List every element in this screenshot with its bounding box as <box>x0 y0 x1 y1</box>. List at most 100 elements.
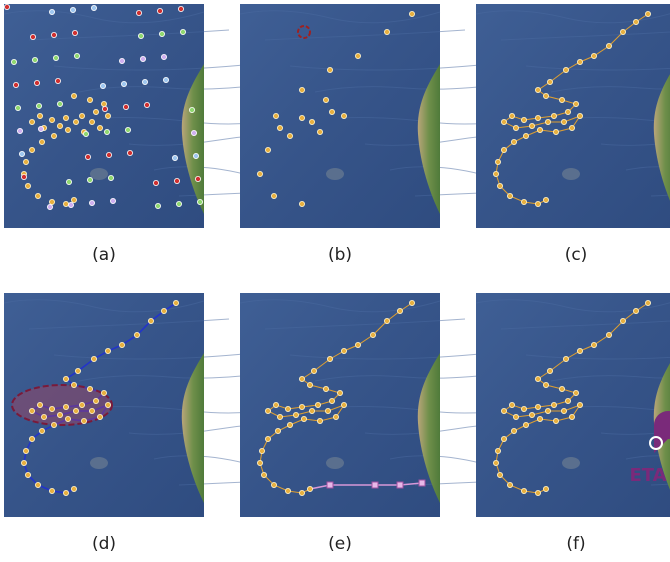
vessel-point <box>529 412 534 417</box>
vessel-point <box>172 155 177 160</box>
vessel-point <box>81 418 86 423</box>
vessel-point <box>174 178 179 183</box>
vessel-point <box>49 406 54 411</box>
vessel-point <box>159 31 164 36</box>
map-background <box>240 4 440 228</box>
vessel-point <box>257 171 262 176</box>
panel: ETA <box>476 293 670 517</box>
vessel-point <box>93 398 98 403</box>
vessel-point <box>106 152 111 157</box>
vessel-point <box>551 402 556 407</box>
vessel-point <box>34 80 39 85</box>
vessel-point <box>101 101 106 106</box>
vessel-point <box>89 200 94 205</box>
vessel-point <box>509 113 514 118</box>
panel-label: (c) <box>565 245 588 265</box>
vessel-point <box>57 123 62 128</box>
vessel-point <box>4 4 9 9</box>
vessel-point <box>535 490 540 495</box>
vessel-point <box>409 11 414 16</box>
panel-label: (a) <box>92 245 116 265</box>
vessel-point <box>384 29 389 34</box>
vessel-point <box>123 104 128 109</box>
vessel-point <box>57 412 62 417</box>
vessel-point <box>523 422 528 427</box>
vessel-point <box>493 460 498 465</box>
vessel-point <box>51 133 56 138</box>
vessel-point <box>633 308 638 313</box>
vessel-point <box>79 402 84 407</box>
vessel-point <box>142 79 147 84</box>
vessel-point <box>144 102 149 107</box>
vessel-point <box>337 390 342 395</box>
vessel-point <box>25 472 30 477</box>
vessel-point <box>110 198 115 203</box>
vessel-point <box>577 113 582 118</box>
vessel-point <box>134 332 139 337</box>
vessel-point <box>521 199 526 204</box>
vessel-point <box>273 402 278 407</box>
vessel-point <box>645 300 650 305</box>
vessel-point <box>63 404 68 409</box>
vessel-point <box>529 123 534 128</box>
vessel-point <box>51 422 56 427</box>
vessel-point <box>19 151 24 156</box>
vessel-point <box>91 356 96 361</box>
vessel-point <box>21 174 26 179</box>
vessel-point <box>108 175 113 180</box>
vessel-point <box>49 9 54 14</box>
vessel-point <box>49 117 54 122</box>
vessel-point <box>157 8 162 13</box>
vessel-point <box>543 197 548 202</box>
vessel-point <box>140 56 145 61</box>
vessel-point <box>409 300 414 305</box>
vessel-point <box>545 408 550 413</box>
vessel-point <box>173 300 178 305</box>
vessel-point <box>155 203 160 208</box>
vessel-point <box>25 183 30 188</box>
vessel-point <box>620 318 625 323</box>
seamount <box>90 457 108 469</box>
seamount <box>562 168 580 180</box>
vessel-point <box>71 197 76 202</box>
vessel-point <box>311 368 316 373</box>
panel-label: (e) <box>328 534 352 554</box>
page: (a)(b)(c)(d)(e)ETA(f) (() => { const dat… <box>0 0 670 562</box>
vessel-point <box>497 472 502 477</box>
vessel-point <box>317 129 322 134</box>
vessel-point <box>493 171 498 176</box>
vessel-point <box>35 193 40 198</box>
vessel-point <box>30 34 35 39</box>
vessel-point <box>63 115 68 120</box>
vessel-point <box>573 390 578 395</box>
vessel-point <box>51 32 56 37</box>
eta-label: ETA <box>629 465 666 486</box>
vessel-point <box>535 376 540 381</box>
vessel-point <box>136 10 141 15</box>
vessel-point <box>563 356 568 361</box>
vessel-point <box>577 348 582 353</box>
vessel-point <box>569 414 574 419</box>
vessel-point <box>119 58 124 63</box>
predicted-point <box>372 482 378 488</box>
vessel-point <box>285 406 290 411</box>
seamount <box>326 168 344 180</box>
vessel-point <box>195 176 200 181</box>
vessel-point <box>495 159 500 164</box>
vessel-point <box>495 448 500 453</box>
vessel-point <box>38 126 43 131</box>
vessel-point <box>384 318 389 323</box>
vessel-point <box>553 418 558 423</box>
vessel-point <box>176 201 181 206</box>
cluster-ellipse <box>12 385 112 425</box>
vessel-point <box>105 348 110 353</box>
vessel-point <box>509 402 514 407</box>
vessel-point <box>21 460 26 465</box>
vessel-point <box>507 482 512 487</box>
vessel-point <box>299 201 304 206</box>
vessel-point <box>301 416 306 421</box>
map-background <box>476 4 670 228</box>
vessel-point <box>501 408 506 413</box>
vessel-point <box>569 125 574 130</box>
vessel-point <box>100 83 105 88</box>
